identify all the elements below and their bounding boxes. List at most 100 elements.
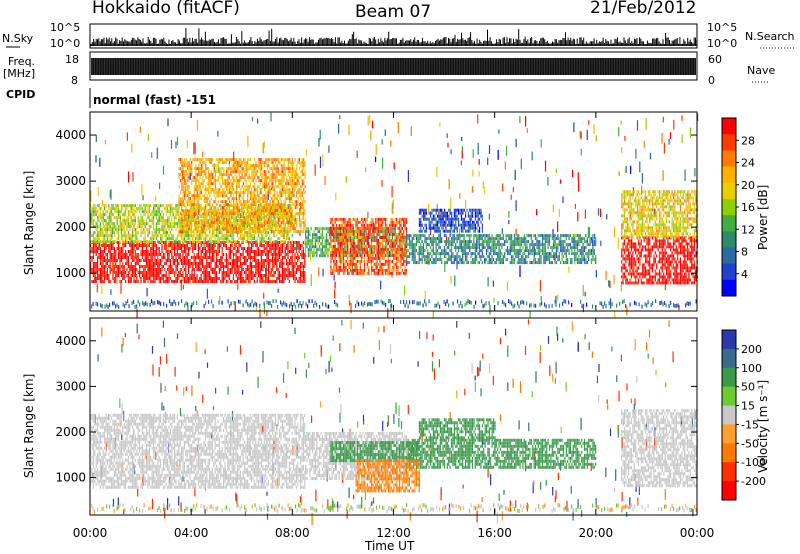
echo-cell [232,262,234,265]
near-range-echo [580,299,582,304]
echo-cell [104,268,106,271]
echo-cell [276,268,278,271]
echo-cell [175,216,177,220]
echo-cell [247,194,249,198]
echo-cell [97,228,99,232]
echo-cell [211,259,213,262]
echo-cell [227,268,229,271]
echo-cell [270,212,273,216]
echo-cell [287,256,289,259]
echo-cell [129,234,131,238]
echo-cell [181,213,183,217]
echo-cell [241,221,243,225]
echo-cell [199,240,201,244]
echo-cell [172,237,174,241]
echo-cell [179,197,182,201]
echo-cell [247,167,249,171]
echo-cell [189,274,191,277]
echo-cell [259,271,261,274]
echo-cell [281,256,283,259]
echo-cell [266,253,268,256]
echo-cell [252,244,254,247]
echo-cell [106,277,108,280]
echo-cell [237,280,239,283]
echo-cell [182,188,184,192]
echo-cell [259,221,261,225]
near-range-echo [419,301,421,306]
echo-cell [169,207,171,211]
echo-cell [269,224,271,228]
echo-cell [154,271,156,274]
echo-cell [259,207,261,211]
echo-cell [132,244,134,247]
echo-cell [213,221,215,225]
echo-cell [199,185,201,189]
echo-cell [291,179,294,183]
near-range-echo [301,304,303,308]
echo-cell [104,225,106,229]
echo-cell [134,268,136,271]
echo-cell [181,228,183,232]
echo-cell [167,231,169,235]
echo-cell [99,253,101,256]
echo-cell [157,219,159,223]
echo-cell [207,176,210,180]
echo-cell [179,256,181,259]
echo-cell [260,256,262,259]
echo-cell [179,244,181,247]
echo-cell [115,240,117,244]
echo-cell [162,204,164,208]
echo-cell [287,206,289,210]
echo-cell [113,240,115,244]
echo-cell [267,250,269,253]
echo-cell [148,210,150,214]
echo-cell [181,185,183,189]
echo-cell [248,253,250,256]
echo-cell [115,274,117,277]
echo-cell [269,173,271,177]
echo-cell [249,218,252,222]
echo-cell [183,228,185,232]
echo-cell [179,227,182,231]
near-range-echo [193,301,195,306]
echo-cell [155,222,157,226]
near-range-echo [526,301,528,306]
echo-cell [140,207,142,211]
echo-cell [199,230,201,234]
echo-cell [227,179,229,183]
echo-cell [259,203,261,207]
echo-cell [239,262,241,265]
echo-cell [265,203,267,207]
echo-cell [133,268,135,271]
echo-cell [281,262,283,265]
echo-cell [202,164,204,168]
echo-cell [178,200,180,204]
echo-cell [203,274,205,277]
echo-cell [113,253,115,256]
echo-cell [227,215,229,219]
echo-cell [139,274,141,277]
echo-cell [267,256,269,259]
echo-cell [279,241,281,244]
echo-cell [193,268,195,271]
echo-cell [286,167,288,171]
echo-cell [101,207,103,211]
scatter-point [639,161,641,173]
near-range-echo [641,304,643,309]
echo-cell [196,167,198,171]
scatter-point [613,274,615,285]
echo-cell [195,244,197,247]
echo-cell [283,256,285,259]
echo-cell [111,207,113,211]
echo-cell [203,170,205,174]
echo-cell [259,164,261,168]
echo-cell [193,185,196,189]
echo-cell [217,179,219,183]
echo-cell [256,176,259,180]
echo-cell [244,280,246,283]
echo-cell [241,268,243,271]
echo-cell [112,222,114,226]
echo-cell [101,253,103,256]
echo-cell [98,240,100,244]
echo-cell [216,179,218,183]
